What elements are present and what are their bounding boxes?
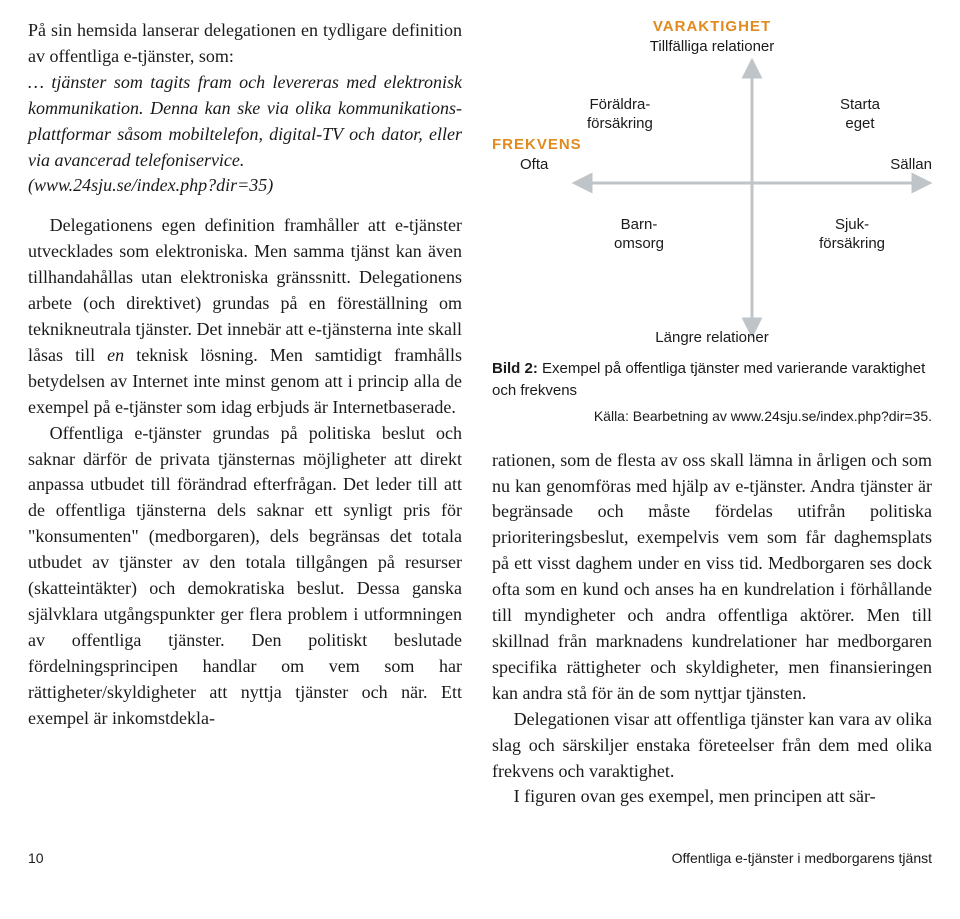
- quadrant-br: Sjuk-försäkring: [819, 216, 885, 254]
- right-para-3: I figuren ovan ges exempel, men principe…: [492, 784, 932, 810]
- page-number: 10: [28, 850, 44, 866]
- right-column: VARAKTIGHET Tillfälliga relationer Längr…: [492, 18, 932, 810]
- left-para-1: Delegationens egen definition framhåller…: [28, 213, 462, 420]
- axis-left-label: Ofta: [520, 156, 548, 175]
- quote-source: (www.24sju.se/index.php?dir=35): [28, 175, 273, 195]
- right-para-2: Delegationen visar att offentliga tjänst…: [492, 707, 932, 785]
- quadrant-tr: Startaeget: [840, 96, 880, 134]
- axis-label-duration: VARAKTIGHET: [653, 18, 771, 37]
- axis-bottom-label: Längre relationer: [655, 329, 768, 348]
- axes-svg: [492, 18, 932, 348]
- quadrant-diagram: VARAKTIGHET Tillfälliga relationer Längr…: [492, 18, 932, 348]
- quadrant-tl: Föräldra-försäkring: [587, 96, 653, 134]
- left-para-2: Offentliga e-tjänster grundas på politis…: [28, 421, 462, 732]
- left-column: På sin hemsida lanserar delegationen en …: [28, 18, 462, 810]
- right-para-1: rationen, som de flesta av oss skall läm…: [492, 448, 932, 707]
- intro-text: På sin hemsida lanserar delegationen en …: [28, 18, 462, 70]
- quote-block: … tjänster som tagits fram och levereras…: [28, 70, 462, 200]
- quote-text: … tjänster som tagits fram och levereras…: [28, 72, 462, 170]
- running-title: Offentliga e-tjänster i medborgarens tjä…: [672, 850, 932, 866]
- axis-top-label: Tillfälliga relationer: [650, 38, 775, 57]
- caption-text: Exempel på offentliga tjänster med varie…: [492, 360, 925, 399]
- caption-lead: Bild 2:: [492, 360, 538, 377]
- quadrant-bl: Barn-omsorg: [614, 216, 664, 254]
- figure-source: Källa: Bearbetning av www.24sju.se/index…: [492, 406, 932, 426]
- axis-right-label: Sällan: [890, 156, 932, 175]
- figure-caption: Bild 2: Exempel på offentliga tjänster m…: [492, 358, 932, 402]
- axis-label-freq: FREKVENS: [492, 136, 582, 155]
- page-footer: 10 Offentliga e-tjänster i medborgarens …: [0, 850, 960, 882]
